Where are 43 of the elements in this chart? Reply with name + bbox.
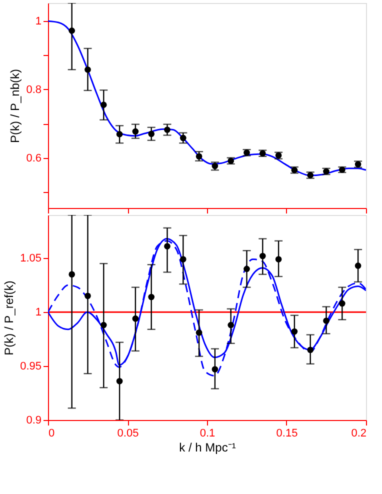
point — [68, 28, 76, 34]
point — [354, 262, 362, 269]
x-axis-title: k / h Mpc⁻¹ — [179, 440, 236, 454]
point — [180, 256, 186, 262]
point — [132, 128, 139, 135]
point — [116, 378, 123, 384]
point — [132, 315, 139, 322]
point — [196, 153, 202, 160]
point — [212, 366, 218, 372]
point — [68, 271, 76, 278]
point — [84, 292, 91, 300]
point — [100, 322, 107, 328]
y-tick-label: 1 — [35, 306, 42, 319]
point — [291, 328, 298, 335]
y-tick-label: 0.95 — [20, 360, 42, 373]
point — [84, 66, 91, 73]
y-tick-label: 1 — [35, 16, 42, 28]
point — [228, 322, 234, 328]
point — [323, 318, 330, 324]
point — [259, 252, 266, 260]
point — [116, 131, 123, 138]
x-tick-label: 0.1 — [200, 428, 216, 440]
y-tick-label: 0.8 — [26, 84, 42, 96]
point — [180, 134, 186, 142]
point — [164, 243, 170, 250]
point — [100, 102, 107, 108]
point — [338, 300, 346, 307]
x-tick-label: 0.05 — [117, 428, 139, 440]
point — [148, 294, 155, 300]
x-tick-label: 0.2 — [351, 428, 366, 440]
point — [164, 126, 170, 133]
y-axis-title: P(k) / P_nb(k) — [8, 68, 22, 144]
point — [275, 256, 282, 262]
point — [307, 346, 314, 354]
point — [196, 329, 202, 336]
x-tick-label: 0 — [48, 428, 55, 440]
point — [244, 266, 250, 272]
point — [148, 130, 155, 138]
x-tick-label: 0.15 — [276, 428, 298, 440]
y-tick-label: 0.6 — [26, 152, 42, 164]
y-tick-label: 0.9 — [26, 414, 42, 426]
y-axis-title: P(k) / P_ref(k) — [2, 280, 16, 356]
y-tick-label: 1.05 — [20, 252, 42, 265]
